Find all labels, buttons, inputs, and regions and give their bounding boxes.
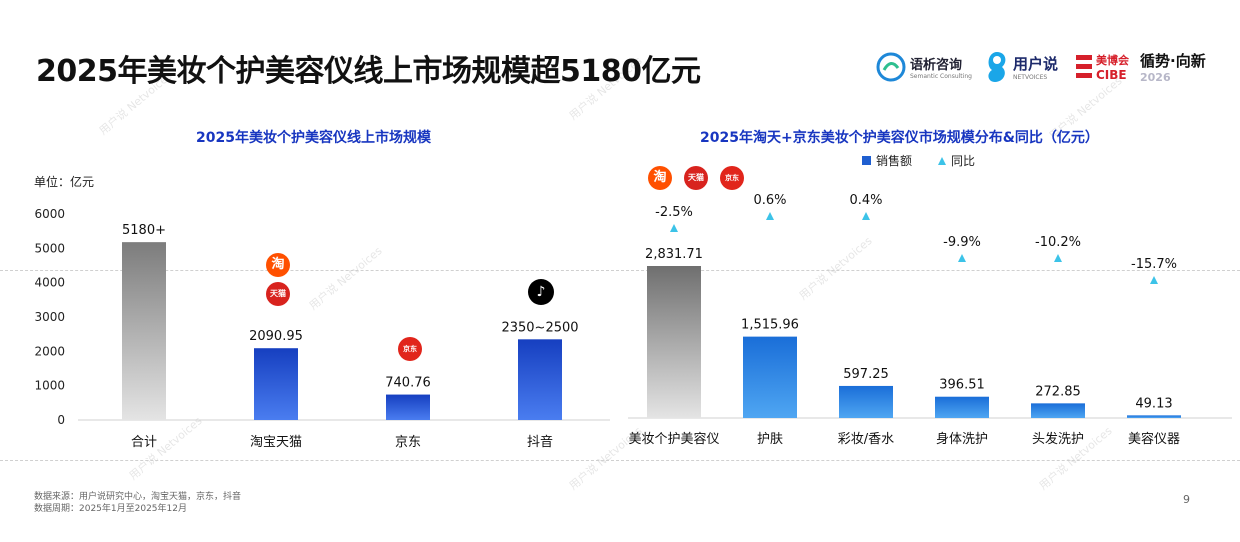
- jd-icon: 京东: [398, 337, 422, 361]
- x-tick-label: 京东: [395, 435, 421, 450]
- yoy-point: [766, 212, 774, 220]
- y-tick-label: 1000: [34, 379, 65, 393]
- bar: [386, 394, 430, 420]
- tmall-icon-glyph: 天猫: [684, 166, 708, 190]
- data-label: 272.85: [1035, 384, 1081, 399]
- y-tick-label: 0: [57, 413, 65, 427]
- jd-icon-glyph: 京东: [398, 337, 422, 361]
- tmall-icon: 天猫: [266, 282, 290, 306]
- y-tick-label: 4000: [34, 276, 65, 290]
- bar: [647, 266, 701, 418]
- netvoices-logo: 用户说 NETVOICES: [984, 44, 1058, 90]
- y-tick-label: 2000: [34, 344, 65, 358]
- taobao-icon: 淘: [266, 253, 290, 277]
- jd-icon-glyph: 京东: [720, 166, 744, 190]
- y-tick-label: 6000: [34, 207, 65, 221]
- x-tick-label: 彩妆/香水: [838, 432, 894, 447]
- right-chart-title: 2025年淘天+京东美妆个护美容仪市场规模分布&同比（亿元）: [700, 130, 1099, 146]
- bar: [1031, 403, 1085, 418]
- data-label: 1,515.96: [741, 318, 799, 333]
- data-label: 5180+: [122, 223, 166, 238]
- taobao-icon: 淘: [648, 166, 672, 190]
- x-tick-label: 淘宝天猫: [250, 435, 302, 450]
- yoy-label: -15.7%: [1131, 257, 1177, 272]
- douyin-icon: ♪: [528, 279, 554, 305]
- yoy-point: [958, 254, 966, 262]
- right-chart: 销售额 同比 2,831.71 美妆个护美容仪 -2.5% 1,515.96 护肤 0.6…: [628, 153, 1232, 447]
- data-label: 597.25: [843, 367, 889, 382]
- semantic-logo: 语析咨询 Semantic Consulting: [876, 44, 972, 90]
- x-tick-label: 护肤: [757, 432, 783, 447]
- footer-period: 数据周期：2025年1月至2025年12月: [34, 504, 187, 514]
- netvoices-logo-name: 用户说: [1013, 55, 1059, 73]
- x-tick-label: 抖音: [527, 434, 553, 450]
- yoy-label: -9.9%: [943, 235, 981, 250]
- douyin-icon-glyph: ♪: [528, 279, 554, 305]
- left-chart: 单位：亿元 0 1000 2000 3000 4000 5000 6000 5180+ 合计 2…: [34, 174, 610, 450]
- tmall-icon: 天猫: [684, 166, 708, 190]
- data-label: 2350~2500: [501, 320, 578, 335]
- netvoices-logo-icon: [988, 52, 1006, 82]
- data-label: 396.51: [939, 378, 985, 393]
- yoy-label: -2.5%: [655, 205, 693, 220]
- x-tick-label: 合计: [131, 435, 157, 450]
- legend-sales-marker: [862, 156, 871, 165]
- bar: [935, 396, 989, 418]
- bar: [743, 336, 797, 418]
- yoy-label: 0.6%: [753, 193, 786, 208]
- semantic-logo-icon: [876, 52, 906, 82]
- page-title: 2025年美妆个护美容仪线上市场规模超5180亿元: [36, 54, 701, 89]
- bar: [518, 339, 562, 420]
- taobao-icon-glyph: 淘: [266, 253, 290, 277]
- data-label: 2090.95: [249, 329, 303, 344]
- separator: [0, 460, 1240, 461]
- bar: [839, 385, 893, 418]
- legend-yoy-marker: [938, 157, 946, 165]
- yoy-point: [670, 224, 678, 232]
- semantic-logo-name: 语析咨询: [910, 58, 963, 73]
- x-tick-label: 身体洗护: [936, 431, 988, 447]
- cibe-logo-name: 美博会: [1096, 54, 1129, 67]
- forum-logo-year: 2026: [1140, 71, 1171, 84]
- legend-yoy-label: 同比: [951, 154, 975, 168]
- yoy-label: 0.4%: [849, 193, 882, 208]
- yoy-label: -10.2%: [1035, 235, 1081, 250]
- bar: [1127, 415, 1181, 418]
- cibe-logo: 美博会 CIBE: [1074, 44, 1129, 90]
- data-label: 740.76: [385, 376, 431, 391]
- logo-bar: 语析咨询 Semantic Consulting 用户说 NETVOICES 美…: [876, 44, 1216, 90]
- taobao-icon-glyph: 淘: [648, 166, 672, 190]
- bar: [254, 348, 298, 420]
- semantic-logo-sub: Semantic Consulting: [910, 73, 972, 80]
- x-tick-label: 头发洗护: [1032, 431, 1084, 447]
- cibe-logo-sub: CIBE: [1096, 68, 1127, 82]
- yoy-point: [862, 212, 870, 220]
- forum-logo: 循势·向新 2026: [1140, 44, 1206, 90]
- cibe-logo-icon: [1076, 55, 1092, 78]
- yoy-point: [1054, 254, 1062, 262]
- x-tick-label: 美容仪器: [1128, 431, 1180, 447]
- data-label: 49.13: [1135, 396, 1172, 411]
- data-label: 2,831.71: [645, 247, 703, 262]
- bar: [122, 242, 166, 420]
- netvoices-logo-sub: NETVOICES: [1013, 74, 1048, 81]
- x-tick-label: 美妆个护美容仪: [628, 431, 719, 447]
- left-chart-title: 2025年美妆个护美容仪线上市场规模: [196, 130, 431, 146]
- legend-sales-label: 销售额: [876, 153, 912, 168]
- tmall-icon-glyph: 天猫: [266, 282, 290, 306]
- jd-icon: 京东: [720, 166, 744, 190]
- separator: [0, 270, 1240, 271]
- yoy-point: [1150, 276, 1158, 284]
- forum-logo-name: 循势·向新: [1140, 52, 1206, 70]
- left-unit-label: 单位：亿元: [34, 174, 94, 189]
- footer-source: 数据来源：用户说研究中心，淘宝天猫，京东，抖音: [34, 492, 242, 502]
- page-number: 9: [1183, 493, 1190, 506]
- y-tick-label: 5000: [34, 241, 65, 255]
- y-tick-label: 3000: [34, 310, 65, 324]
